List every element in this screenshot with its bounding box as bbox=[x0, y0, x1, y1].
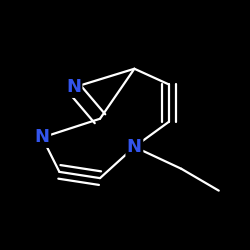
Text: N: N bbox=[35, 128, 50, 146]
Text: N: N bbox=[66, 78, 81, 96]
Text: N: N bbox=[127, 138, 142, 156]
